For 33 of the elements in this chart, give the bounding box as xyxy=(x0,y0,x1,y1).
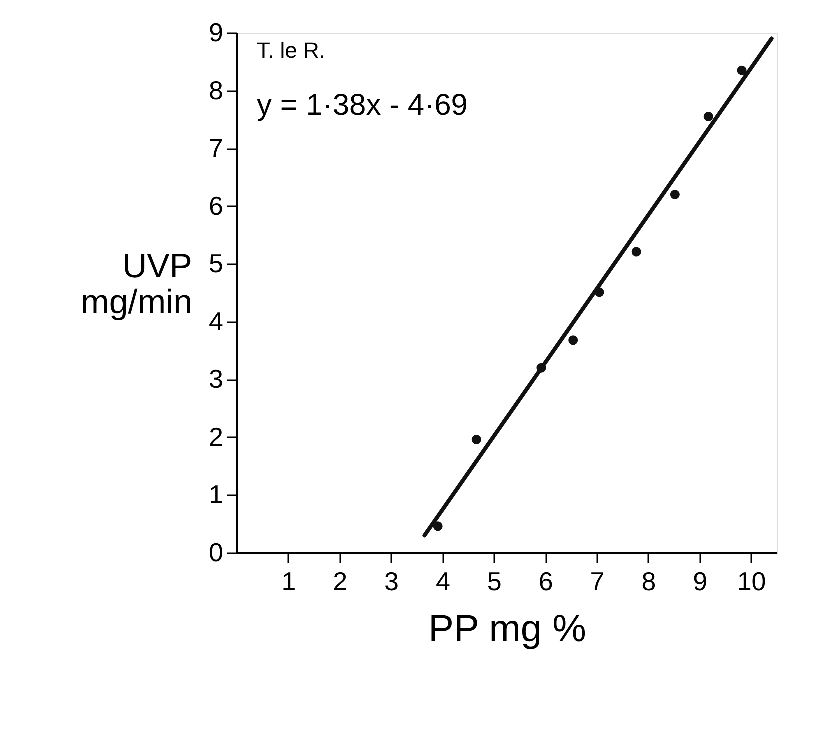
point xyxy=(594,288,604,298)
y-tick-label: 8 xyxy=(209,75,224,106)
x-tick-label: 6 xyxy=(538,566,554,596)
x-tick-label: 5 xyxy=(487,566,502,596)
y-tick-label: 4 xyxy=(209,306,224,336)
point xyxy=(632,247,642,257)
point xyxy=(536,363,546,373)
y-tick-label: 1 xyxy=(209,480,224,510)
y-tick-label: 2 xyxy=(209,422,224,452)
y-tick-label: 0 xyxy=(209,538,224,568)
y-tick-label: 5 xyxy=(209,248,224,279)
x-tick-label: 7 xyxy=(590,566,605,596)
point xyxy=(433,522,443,532)
x-axis-title: PP mg % xyxy=(428,608,586,650)
point xyxy=(568,336,578,346)
x-tick-label: 10 xyxy=(737,566,766,596)
annotation: T. le R. xyxy=(257,38,326,63)
y-tick-label: 3 xyxy=(209,364,224,394)
x-tick-label: 8 xyxy=(642,566,656,596)
x-tick-label: 4 xyxy=(436,566,450,596)
y-axis-title: UVP mg/min xyxy=(81,248,192,322)
point xyxy=(737,66,747,76)
y-tick-label: 6 xyxy=(209,190,224,221)
x-tick-label: 9 xyxy=(693,566,708,596)
y-tick-label: 9 xyxy=(209,18,224,48)
point xyxy=(670,190,680,200)
x-tick-label: 1 xyxy=(282,566,296,596)
point xyxy=(472,435,482,444)
point xyxy=(704,112,714,122)
x-tick-label: 2 xyxy=(333,566,348,596)
annotation: y = 1·38x - 4·69 xyxy=(257,89,468,122)
y-tick-label: 7 xyxy=(209,133,224,164)
x-tick-label: 3 xyxy=(384,566,400,596)
